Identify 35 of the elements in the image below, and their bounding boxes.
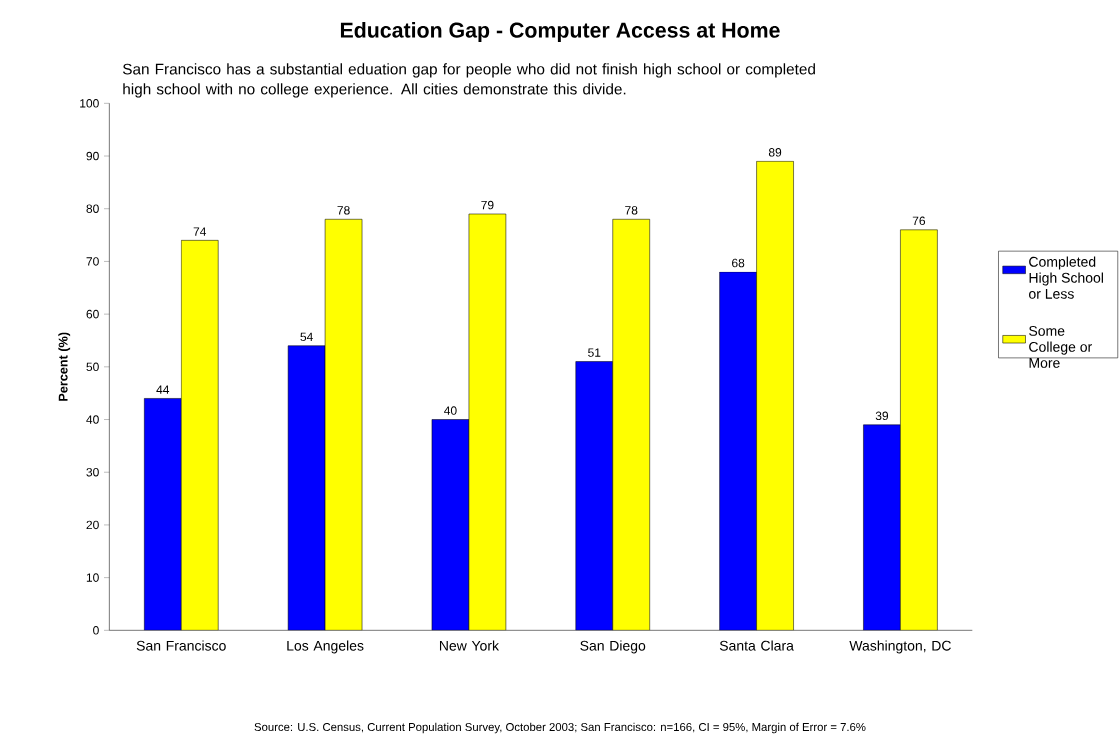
legend-label: Completed High School or Less <box>1029 256 1103 299</box>
chart-title: Education Gap - Computer Access at Home <box>340 22 780 43</box>
data-label: 78 <box>337 206 350 215</box>
x-tick-label: Washington, DC <box>849 640 951 654</box>
y-tick-label: 10 <box>86 573 99 583</box>
data-label: 76 <box>912 216 926 226</box>
data-label: 79 <box>481 200 494 210</box>
data-label: 40 <box>444 406 457 415</box>
legend-label: Some College or More <box>1029 326 1092 369</box>
data-label: 78 <box>625 206 638 215</box>
x-tick-label: San Francisco <box>136 640 226 651</box>
y-tick-label: 30 <box>86 468 99 477</box>
y-tick-label: 100 <box>80 99 99 108</box>
y-axis-title: Percent (%) <box>58 332 71 401</box>
x-tick-label: Santa Clara <box>719 640 794 651</box>
x-tick-label: New York <box>439 640 500 651</box>
data-label: 89 <box>768 148 782 157</box>
data-label: 68 <box>732 258 745 268</box>
y-tick-label: 70 <box>86 257 99 266</box>
data-label: 39 <box>875 411 889 421</box>
data-label: 44 <box>156 385 170 394</box>
y-tick-label: 20 <box>86 520 99 530</box>
y-tick-label: 90 <box>86 151 99 161</box>
chart-subtitle: San Francisco has a substantial eduation gap for people who did not finish high school or completed high school with no college experience. All cities demonstrate this divide. <box>122 63 815 98</box>
y-tick-label: 0 <box>93 626 99 635</box>
y-tick-label: 80 <box>86 204 99 214</box>
y-tick-label: 60 <box>86 310 99 319</box>
x-tick-label: San Diego <box>580 640 646 654</box>
source-note: Source: U.S. Census, Current Population Survey, October 2003; San Francisco: n=166, CI = 95%, Margin of Error = 7.6% <box>254 722 866 734</box>
data-label: 54 <box>300 332 313 342</box>
y-tick-label: 40 <box>86 415 99 424</box>
x-tick-label: Los Angeles <box>287 640 364 654</box>
data-label: 74 <box>193 227 207 236</box>
y-tick-label: 50 <box>86 362 99 372</box>
data-label: 51 <box>588 348 601 357</box>
